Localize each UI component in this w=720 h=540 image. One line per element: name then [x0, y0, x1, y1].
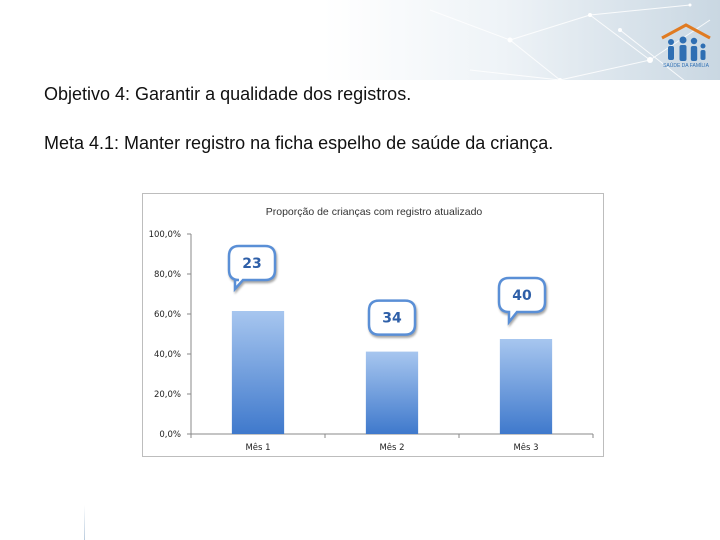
callout-bubble: [227, 244, 277, 293]
y-tick-label: 40,0%: [154, 350, 181, 360]
bar: [365, 351, 419, 434]
decorative-line: [84, 505, 85, 540]
callout-label: 23: [242, 256, 261, 272]
callout-bubble: [367, 299, 417, 336]
chart-title: Proporção de crianças com registro atual…: [266, 206, 483, 218]
logo-text: SAÚDE DA FAMÍLIA: [663, 62, 710, 69]
network-background: [429, 3, 711, 86]
callout-bubble: [497, 276, 547, 326]
bar-chart: Proporção de crianças com registro atual…: [149, 206, 594, 453]
callout-label: 40: [512, 288, 532, 304]
y-tick-label: 100,0%: [149, 230, 181, 240]
objective-heading: Objetivo 4: Garantir a qualidade dos reg…: [44, 84, 412, 104]
y-tick-label: 80,0%: [154, 270, 181, 280]
x-tick-label: Mês 1: [245, 442, 270, 453]
saude-da-familia-logo: SAÚDE DA FAMÍLIA: [661, 23, 711, 69]
bar: [499, 339, 553, 434]
y-tick-label: 60,0%: [154, 310, 181, 320]
header-banner: [0, 0, 720, 80]
x-tick-label: Mês 2: [379, 442, 404, 453]
chart-frame: Proporção de crianças com registro atual…: [142, 193, 604, 457]
callout-label: 34: [382, 311, 402, 327]
y-tick-label: 0,0%: [159, 430, 181, 440]
bar: [231, 311, 285, 434]
x-tick-label: Mês 3: [513, 442, 538, 453]
y-tick-label: 20,0%: [154, 390, 181, 400]
goal-heading: Meta 4.1: Manter registro na ficha espel…: [44, 133, 554, 153]
